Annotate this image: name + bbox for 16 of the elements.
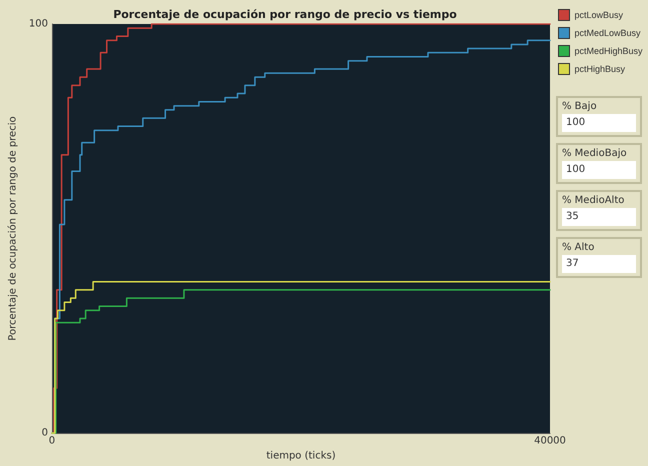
category-label: % Bajo: [562, 101, 598, 112]
category-label: % Alto: [562, 242, 596, 253]
x-tick-label: 40000: [534, 436, 566, 447]
legend-label: pctMedHighBusy: [574, 46, 644, 56]
legend-label: pctHighBusy: [574, 64, 626, 74]
y-axis-title: Porcentaje de ocupación por rango de precio: [8, 116, 18, 341]
x-axis-title: tiempo (ticks): [266, 450, 336, 462]
legend-label: pctLowBusy: [574, 10, 624, 20]
category-label: % MedioBajo: [562, 148, 628, 159]
data-label: 37: [562, 255, 636, 273]
chart-title: Porcentaje de ocupación por rango de precio vs tiempo: [113, 8, 458, 21]
data-label: 100: [562, 114, 636, 132]
data-label: 100: [562, 161, 636, 179]
data-label: 35: [562, 208, 636, 226]
legend-label: pctMedLowBusy: [574, 28, 642, 38]
category-label: % MedioAlto: [562, 195, 626, 206]
